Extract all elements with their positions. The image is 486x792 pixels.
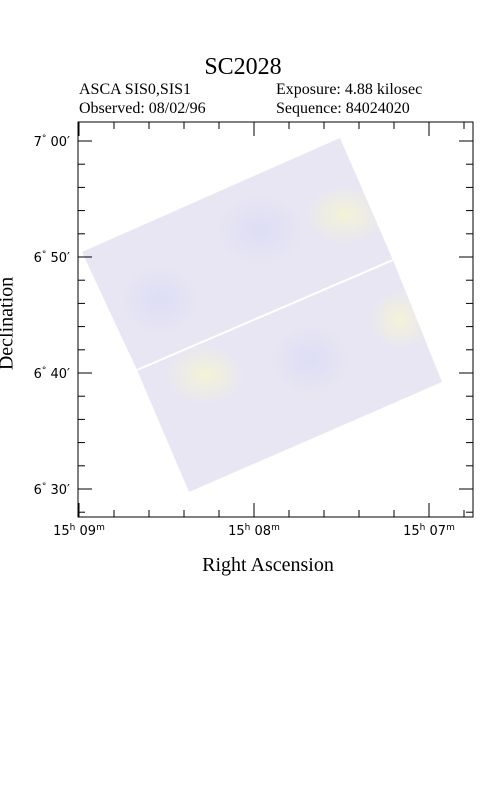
y-tick-label: 7° 00′	[34, 134, 70, 150]
x-tick-label: 15h 08m	[228, 523, 280, 539]
instrument-label: ASCA SIS0,SIS1	[79, 81, 192, 98]
exposure-image	[82, 138, 442, 492]
y-axis-label: Declination	[0, 276, 18, 371]
y-tick-label: 6° 40′	[34, 366, 70, 382]
x-axis-label: Right Ascension	[202, 554, 334, 576]
x-tick-label: 15h 07m	[403, 523, 455, 539]
observed-date: Observed: 08/02/96	[79, 100, 206, 117]
sequence-label: Sequence: 84024020	[276, 100, 410, 117]
tick-labels: 7° 00′ 6° 50′ 6° 40′ 6° 30′ 15h 09m 15h 08m 15…	[34, 134, 455, 539]
y-tick-label: 6° 50′	[34, 250, 70, 266]
y-tick-label: 6° 30′	[34, 482, 70, 498]
chart-title: SC2028	[204, 54, 282, 80]
x-tick-label: 15h 09m	[53, 523, 105, 539]
plot-frame	[77, 121, 474, 518]
exposure-label: Exposure: 4.88 kilosec	[276, 81, 423, 98]
axis-ticks	[78, 122, 473, 517]
chip-gap-line	[136, 259, 394, 371]
